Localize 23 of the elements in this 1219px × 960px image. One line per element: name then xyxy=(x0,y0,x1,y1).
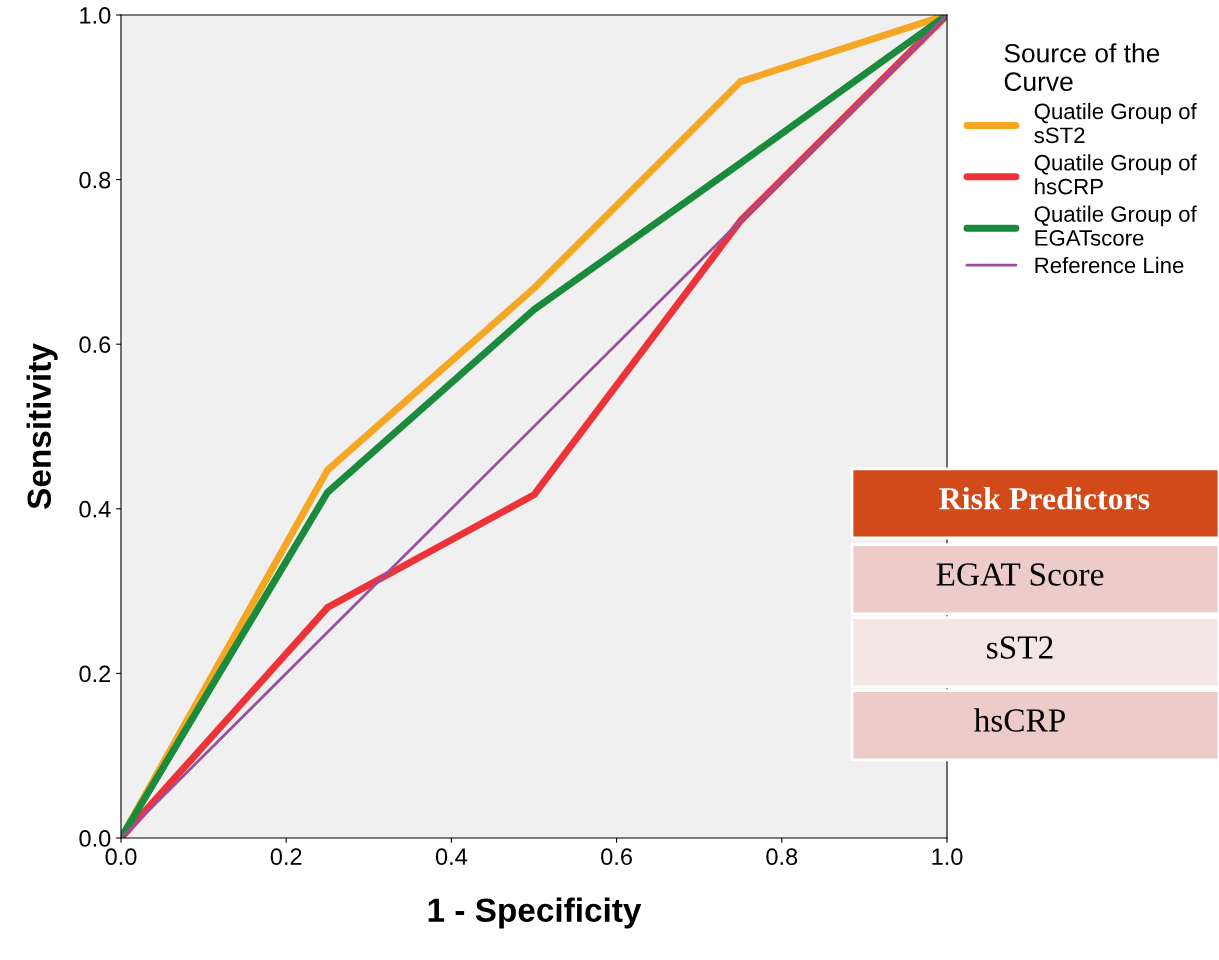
y-axis-title: Sensitivity xyxy=(26,343,58,509)
annotation: Risk Predictors xyxy=(939,487,1150,510)
x-tick-label: 0.8 xyxy=(766,848,798,866)
y-tick-label: 0.6 xyxy=(79,336,111,353)
x-tick-label: 0.2 xyxy=(270,848,302,866)
legend-label: Reference Line xyxy=(1035,256,1184,274)
legend-label: Quatile Group of EGATscore xyxy=(1034,205,1197,246)
y-tick-label: 0.8 xyxy=(79,171,111,189)
legend-title: Source of the Curve xyxy=(1004,43,1160,92)
y-tick-label: 0.0 xyxy=(79,830,111,847)
x-tick-label: 1.0 xyxy=(932,848,963,866)
legend-label: Quatile Group of sST2 xyxy=(1034,102,1197,144)
x-tick-label: 0.4 xyxy=(435,848,468,866)
text: sST2 xyxy=(987,636,1053,659)
annotation: EGAT Score xyxy=(936,563,1104,586)
x-tick-label: 0.6 xyxy=(601,848,632,866)
legend-label: Quatile Group of hsCRP xyxy=(1034,154,1197,195)
text: hsCRP xyxy=(974,708,1065,732)
y-tick-label: 1.0 xyxy=(80,7,111,24)
y-tick-label: 0.4 xyxy=(79,500,111,518)
x-tick-label: 0.0 xyxy=(105,848,137,866)
y-tick-label: 0.2 xyxy=(79,665,111,683)
x-axis-title: 1 - Specificity xyxy=(428,897,642,929)
